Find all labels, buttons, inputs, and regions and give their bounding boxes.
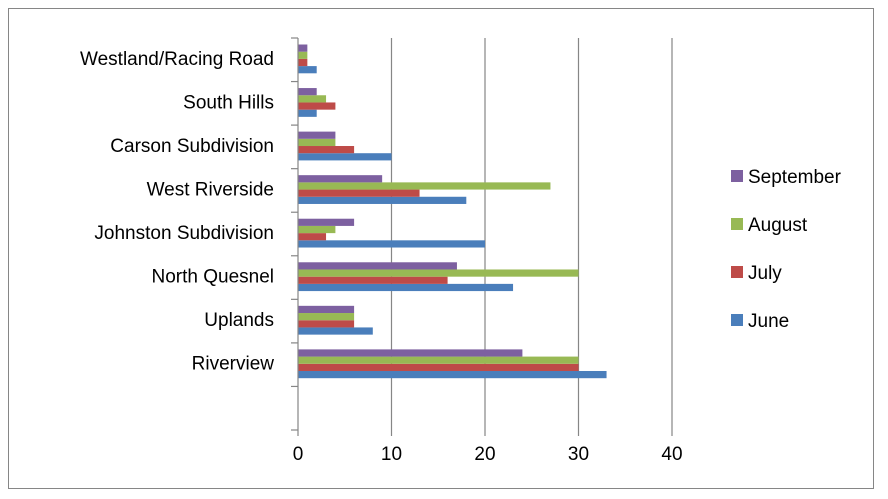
legend-swatch-july (731, 266, 743, 278)
category-label: North Quesnel (151, 267, 274, 288)
bar-august-0 (298, 356, 579, 364)
bar-september-7 (298, 44, 308, 52)
x-tick-label: 10 (381, 444, 402, 465)
category-label: Riverview (192, 354, 275, 375)
x-tick-label: 30 (568, 444, 589, 465)
category-label: West Riverside (147, 179, 274, 200)
bar-july-0 (298, 363, 579, 371)
bar-september-5 (298, 131, 336, 139)
bar-august-7 (298, 51, 308, 59)
bar-august-4 (298, 182, 551, 190)
bar-june-1 (298, 327, 373, 335)
bar-june-6 (298, 109, 317, 117)
bar-september-3 (298, 218, 355, 226)
bar-september-4 (298, 175, 383, 183)
bar-july-3 (298, 233, 327, 241)
bar-september-1 (298, 305, 355, 314)
category-label: Uplands (204, 310, 274, 331)
bar-june-5 (298, 153, 392, 161)
bar-july-7 (298, 58, 308, 67)
bar-august-5 (298, 138, 336, 147)
x-tick-label: 40 (661, 444, 682, 465)
x-tick-label: 0 (293, 444, 304, 465)
legend-swatch-june (731, 314, 743, 326)
x-tick-label: 20 (474, 444, 495, 465)
legend-label-august: August (748, 215, 808, 236)
bar-august-6 (298, 95, 327, 103)
bar-august-2 (298, 269, 579, 277)
bar-july-5 (298, 146, 355, 154)
category-label: Carson Subdivision (110, 136, 274, 157)
legend-swatch-september (731, 170, 743, 182)
category-label: Westland/Racing Road (80, 49, 274, 70)
axes (291, 37, 673, 436)
bar-august-1 (298, 313, 355, 321)
bar-june-7 (298, 66, 317, 74)
category-label: Johnston Subdivision (94, 223, 274, 244)
bar-june-2 (298, 283, 514, 292)
bar-july-6 (298, 102, 336, 110)
bar-july-2 (298, 276, 448, 284)
bar-september-0 (298, 349, 523, 357)
x-tick-labels: 0 10 20 30 40 (293, 444, 683, 465)
legend-swatch-august (731, 218, 743, 230)
bar-september-6 (298, 88, 317, 96)
legend-label-june: June (748, 311, 789, 332)
category-label: South Hills (183, 92, 274, 113)
bar-july-4 (298, 189, 420, 197)
bar-july-1 (298, 320, 355, 328)
legend: September August July June (731, 167, 842, 332)
bar-september-2 (298, 262, 457, 270)
legend-label-july: July (748, 263, 782, 284)
bar-june-0 (298, 370, 607, 379)
bars (298, 44, 607, 379)
chart-frame (8, 8, 874, 489)
bar-june-3 (298, 240, 485, 248)
bar-august-3 (298, 225, 336, 234)
legend-label-september: September (748, 167, 842, 188)
category-labels: Riverview Uplands North Quesnel Johnston Su… (80, 49, 274, 375)
bar-june-4 (298, 196, 467, 204)
